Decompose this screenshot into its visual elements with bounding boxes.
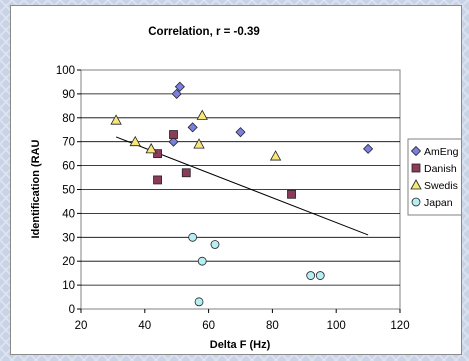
data-point-danish [153,175,162,185]
data-point-danish [153,149,162,159]
y-tick-label: 40 [62,208,75,220]
y-tick-label: 20 [62,256,75,268]
y-tick-label: 50 [62,185,75,197]
data-point-swedis [193,138,205,149]
x-tick-label: 40 [138,320,151,332]
data-point-danish [169,130,178,139]
y-tick-label: 70 [62,137,75,149]
data-point-ameng [168,136,179,147]
data-point-swedis [110,114,122,125]
data-point-japan [194,297,204,307]
data-point-ameng [187,122,198,133]
data-point-japan [188,232,198,242]
data-point-swedis [269,150,282,161]
data-point-japan [306,271,316,280]
y-axis-label: Identification (RAU [30,139,42,238]
x-tick-label: 20 [75,320,88,332]
x-tick-label: 120 [390,320,409,332]
scatter-chart: Correlation, r = -0.39 0 10 20 30 40 50 60 70 80… [30,26,469,351]
legend: AmEng Danish Swedis Japan [407,138,469,216]
data-point-japan [210,240,220,249]
legend-marker-ameng [410,145,422,157]
data-point-swedis [145,143,157,154]
y-tick-label: 60 [62,161,75,173]
legend-marker-swedis [410,179,422,190]
data-points [110,81,374,307]
y-tick-label: 80 [62,113,75,125]
data-point-swedis [196,109,208,120]
data-point-danish [287,189,296,199]
x-tick-label: 100 [327,320,346,332]
y-tick-label: 90 [62,89,75,101]
legend-marker-danish [411,163,421,173]
y-tick-label: 30 [62,232,75,244]
data-point-ameng [174,81,185,92]
legend-label-danish: Danish [424,163,457,175]
legend-label-ameng: AmEng [424,146,459,158]
legend-label-japan: Japan [424,197,453,209]
x-tick-label: 60 [202,320,215,332]
x-axis-label: Delta F (Hz) [210,339,271,351]
chart-panel: Correlation, r = -0.39 0 10 20 30 40 50 60 70 80… [10,5,469,355]
data-point-ameng [235,127,246,138]
y-tick-label: 0 [69,304,75,316]
chart-title: Correlation, r = -0.39 [148,26,260,38]
x-axis-ticks: 20 40 60 80 100 120 [75,309,410,332]
data-point-ameng [171,88,182,99]
y-tick-label: 10 [62,280,75,292]
y-axis-ticks: 0 10 20 30 40 50 60 70 80 90 100 [56,65,81,316]
legend-marker-japan [411,197,421,207]
data-point-japan [197,256,207,266]
data-point-japan [315,271,325,280]
data-point-danish [181,168,191,178]
data-point-ameng [363,143,374,154]
y-tick-label: 100 [56,65,75,77]
data-point-swedis [129,135,141,147]
x-tick-label: 80 [266,320,279,332]
legend-label-swedis: Swedis [424,180,458,192]
